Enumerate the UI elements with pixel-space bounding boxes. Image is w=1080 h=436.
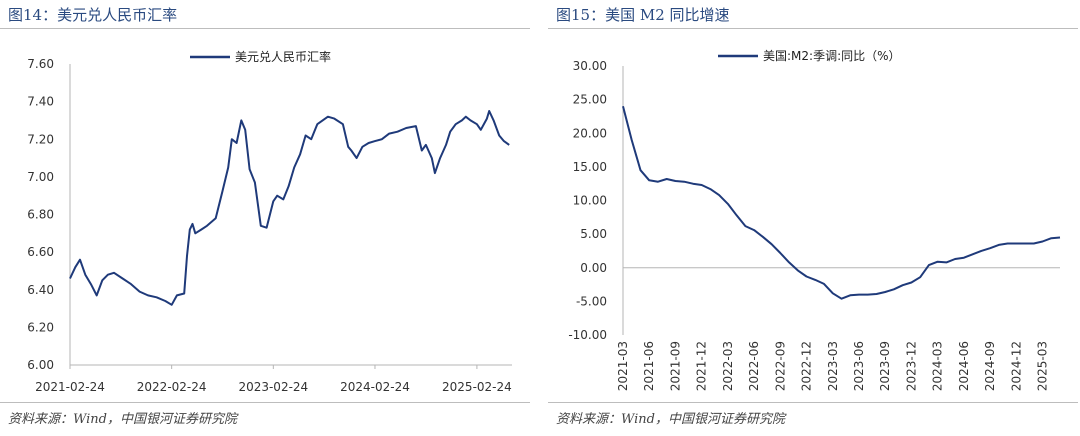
source-divider	[0, 402, 530, 403]
title-divider	[548, 28, 1078, 29]
y-tick-label: 20.00	[573, 126, 607, 140]
usdcny-line-chart: 7.60 7.40 7.20 7.00 6.80 6.60 6.40 6.20 6.00 2021…	[27, 49, 512, 394]
x-tick-label: 2022-12	[800, 341, 814, 391]
figure-us-m2: 图15：美国 M2 同比增速 30.00 25.00 20.00 15.00 10.00…	[548, 0, 1078, 436]
y-tick-label: 7.20	[27, 132, 54, 146]
x-tick-label: 2021-12	[695, 341, 709, 391]
y-tick-label: 25.00	[573, 93, 607, 107]
figure-source: 资料来源：Wind，中国银河证券研究院	[8, 412, 237, 427]
y-tick-label: 10.00	[573, 194, 607, 208]
legend-label: 美国:M2:季调:同比（%）	[763, 49, 901, 63]
x-tick-label: 2024-06	[957, 341, 971, 391]
legend-label: 美元兑人民币汇率	[235, 49, 331, 64]
x-tick-label: 2023-12	[904, 341, 918, 391]
x-tick-label: 2022-02-24	[137, 380, 207, 394]
x-tick-label: 2023-09	[878, 341, 892, 391]
y-tick-label: 6.00	[27, 358, 54, 372]
x-tick-label: 2024-03	[931, 341, 945, 391]
y-tick-label: 7.00	[27, 170, 54, 184]
y-tick-label: -10.00	[568, 328, 607, 342]
y-tick-label: 5.00	[580, 227, 607, 241]
x-tick-label: 2023-06	[852, 341, 866, 391]
source-divider	[548, 402, 1078, 403]
x-tick-label: 2022-09	[773, 341, 787, 391]
x-tick-label: 2021-02-24	[35, 380, 105, 394]
x-tick-label: 2024-12	[1009, 341, 1023, 391]
y-tick-label: -5.00	[576, 294, 607, 308]
x-tick-label: 2023-02-24	[238, 380, 308, 394]
y-tick-label: 0.00	[580, 261, 607, 275]
x-tick-label: 2021-09	[668, 341, 682, 391]
y-tick-label: 6.40	[27, 283, 54, 297]
x-tick-label: 2021-03	[616, 341, 630, 391]
series-line	[69, 110, 510, 306]
us-m2-line-chart: 30.00 25.00 20.00 15.00 10.00 5.00 0.00 -5.00 -1…	[568, 49, 1061, 391]
y-tick-label: 15.00	[573, 160, 607, 174]
x-tick-label: 2024-02-24	[340, 380, 410, 394]
figure-usdcny: 图14：美元兑人民币汇率 7.60 7.40 7.20 7.00 6.80 6.60 6.4…	[0, 0, 530, 436]
y-tick-label: 7.60	[27, 57, 54, 71]
figure-source: 资料来源：Wind，中国银河证券研究院	[556, 412, 785, 427]
x-tick-label: 2024-09	[983, 341, 997, 391]
figure-title: 图14：美元兑人民币汇率	[8, 6, 178, 24]
x-tick-label: 2025-02-24	[442, 380, 512, 394]
figure-title: 图15：美国 M2 同比增速	[556, 6, 730, 24]
y-tick-label: 30.00	[573, 59, 607, 73]
y-tick-label: 6.60	[27, 245, 54, 259]
y-tick-label: 7.40	[27, 95, 54, 109]
y-tick-label: 6.20	[27, 320, 54, 334]
y-tick-label: 6.80	[27, 208, 54, 222]
x-tick-label: 2022-06	[747, 341, 761, 391]
title-divider	[0, 28, 530, 29]
x-tick-label: 2021-06	[642, 341, 656, 391]
x-tick-label: 2023-03	[826, 341, 840, 391]
x-tick-label: 2025-03	[1036, 341, 1050, 391]
x-tick-label: 2022-03	[721, 341, 735, 391]
series-line	[622, 106, 1061, 300]
